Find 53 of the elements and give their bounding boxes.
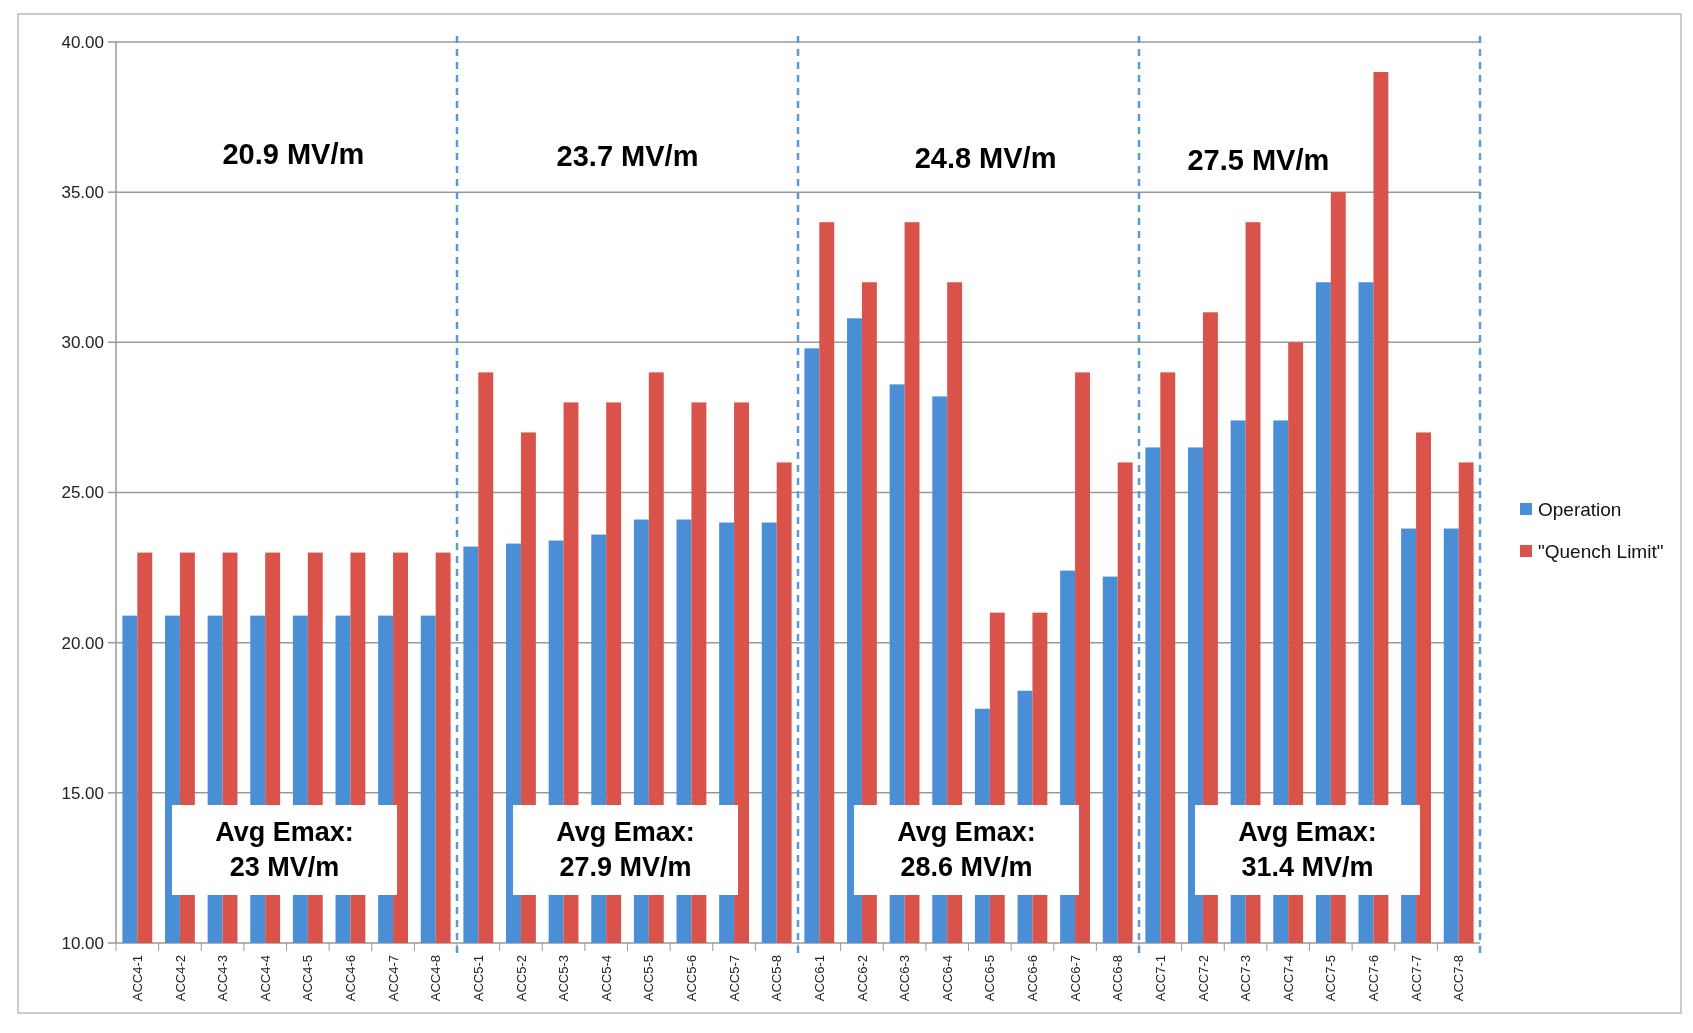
x-tick-label: ACC6-3 <box>897 955 913 1002</box>
x-tick-label: ACC5-7 <box>726 955 742 1002</box>
text-box: Avg Emax: 27.9 MV/m <box>512 805 739 895</box>
x-tick-label: ACC4-7 <box>385 955 401 1002</box>
annotation: Avg Emax: 31.4 MV/m <box>1238 817 1377 883</box>
y-tick-label: 20.00 <box>61 633 104 653</box>
y-tick-label: 25.00 <box>61 483 104 503</box>
text-box: Avg Emax: 28.6 MV/m <box>853 805 1080 895</box>
annotation: Avg Emax: 28.6 MV/m <box>897 817 1036 883</box>
x-tick-label: ACC6-8 <box>1110 955 1126 1002</box>
x-tick-label: ACC5-6 <box>683 955 699 1002</box>
x-tick-label: ACC4-1 <box>129 955 145 1002</box>
x-tick-label: ACC6-7 <box>1067 955 1083 1002</box>
x-tick-label: ACC4-3 <box>215 955 231 1002</box>
y-tick-label: 35.00 <box>61 183 104 203</box>
x-tick-label: ACC7-8 <box>1451 955 1467 1002</box>
y-tick-label: 15.00 <box>61 783 104 803</box>
x-tick-label: ACC5-1 <box>470 955 486 1002</box>
x-tick-label: ACC6-4 <box>939 955 955 1002</box>
legend-label: "Quench Limit" <box>1538 540 1664 562</box>
x-tick-label: ACC4-2 <box>172 955 188 1002</box>
x-tick-label: ACC4-5 <box>300 955 316 1002</box>
x-tick-label: ACC6-5 <box>982 955 998 1002</box>
annotation: Avg Emax: 27.9 MV/m <box>556 817 695 883</box>
x-tick-label: ACC6-6 <box>1024 955 1040 1002</box>
y-tick-label: 10.00 <box>61 933 104 953</box>
y-tick-label: 40.00 <box>61 32 104 52</box>
annotation: 20.9 MV/m <box>222 138 365 171</box>
x-tick-label: ACC7-6 <box>1365 955 1381 1002</box>
annotation: Avg Emax: 23 MV/m <box>215 817 354 883</box>
text-box: Avg Emax: 23 MV/m <box>171 805 398 895</box>
x-tick-label: ACC7-7 <box>1408 955 1424 1002</box>
legend-label: Operation <box>1538 498 1622 520</box>
annotation: 23.7 MV/m <box>556 140 699 173</box>
x-tick-label: ACC4-8 <box>428 955 444 1002</box>
x-tick-label: ACC6-1 <box>811 955 827 1002</box>
x-tick-label: ACC5-2 <box>513 955 529 1002</box>
x-tick-label: ACC7-3 <box>1238 955 1254 1002</box>
y-tick-label: 30.00 <box>61 333 104 353</box>
x-tick-label: ACC7-4 <box>1280 955 1296 1002</box>
annotation: 24.8 MV/m <box>914 142 1057 175</box>
x-tick-label: ACC7-2 <box>1195 955 1211 1002</box>
annotation: 27.5 MV/m <box>1187 144 1330 177</box>
x-tick-label: ACC4-4 <box>257 955 273 1002</box>
x-tick-label: ACC5-5 <box>641 955 657 1002</box>
x-tick-label: ACC7-1 <box>1152 955 1168 1002</box>
x-tick-label: ACC5-8 <box>769 955 785 1002</box>
x-tick-label: ACC7-5 <box>1323 955 1339 1002</box>
x-tick-label: ACC5-4 <box>598 955 614 1002</box>
text-box: Avg Emax: 31.4 MV/m <box>1194 805 1421 895</box>
x-tick-label: ACC5-3 <box>556 955 572 1002</box>
x-tick-label: ACC6-2 <box>854 955 870 1002</box>
x-tick-label: ACC4-6 <box>342 955 358 1002</box>
